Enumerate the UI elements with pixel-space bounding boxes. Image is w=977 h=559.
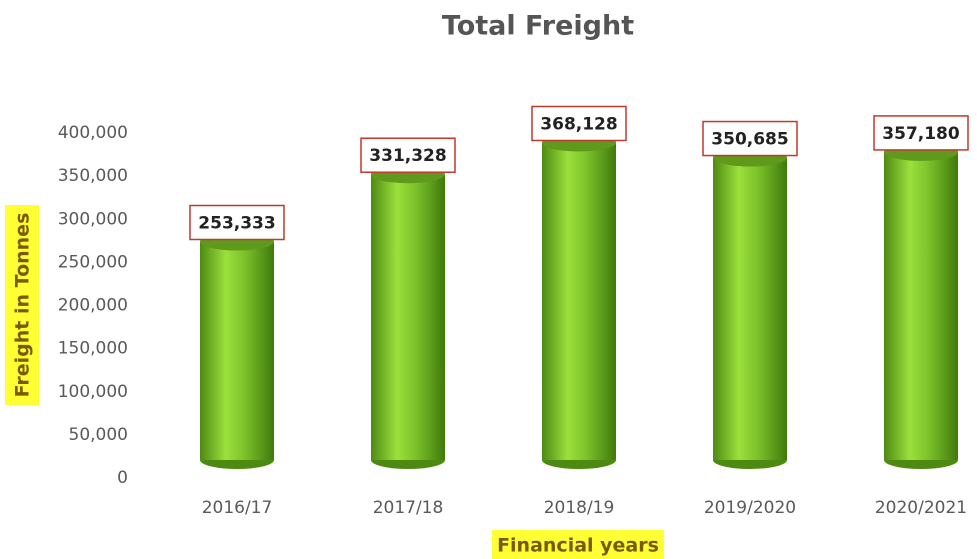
y-tick-label: 100,000 — [58, 382, 128, 402]
bar — [200, 241, 274, 460]
y-tick-label: 400,000 — [58, 123, 128, 143]
value-label-box — [531, 105, 627, 142]
y-axis-title-bg — [5, 205, 39, 405]
x-tick-label: 2017/18 — [373, 498, 444, 518]
x-tick-label: 2020/2021 — [875, 498, 967, 518]
bar — [713, 157, 787, 461]
value-label: 368,128 — [540, 114, 617, 134]
value-label: 350,685 — [711, 130, 788, 150]
value-label: 331,328 — [369, 146, 446, 166]
value-label-box — [189, 204, 285, 241]
y-tick-label: 350,000 — [58, 166, 128, 186]
y-tick-label: 250,000 — [58, 252, 128, 272]
bar — [371, 174, 445, 460]
value-label-box — [873, 115, 969, 151]
value-label-box — [702, 120, 798, 157]
value-label-box — [360, 137, 456, 173]
value-label: 357,180 — [882, 124, 960, 144]
x-axis-title: Financial years — [497, 535, 659, 557]
x-axis-title-bg — [492, 530, 664, 559]
y-tick-label: 50,000 — [69, 425, 128, 445]
bar — [542, 142, 616, 460]
x-tick-label: 2019/2020 — [704, 498, 796, 518]
bar — [884, 151, 958, 460]
y-tick-label: 200,000 — [58, 296, 128, 316]
y-tick-label: 0 — [117, 468, 128, 488]
x-tick-label: 2018/19 — [544, 498, 615, 518]
chart-title: Total Freight — [442, 11, 634, 42]
y-tick-label: 300,000 — [58, 209, 128, 229]
value-label: 253,333 — [198, 214, 275, 234]
y-axis-title: Freight in Tonnes — [12, 213, 34, 398]
y-tick-label: 150,000 — [58, 339, 128, 359]
x-tick-label: 2016/17 — [202, 498, 273, 518]
